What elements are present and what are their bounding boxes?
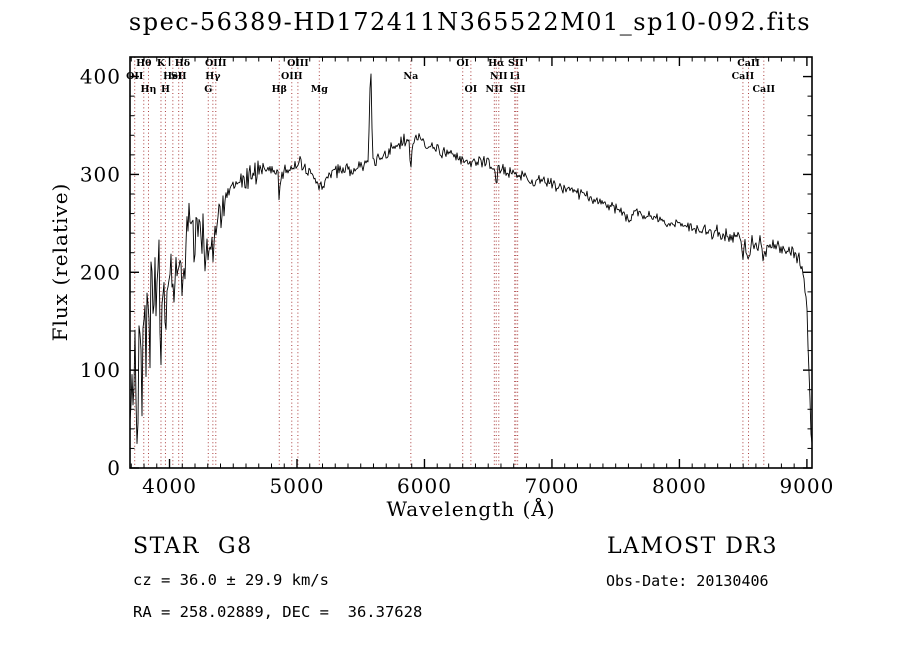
- spectrum-trace: [129, 73, 813, 444]
- spectral-line-label: H: [161, 84, 170, 95]
- survey-label: LAMOST DR3: [607, 534, 778, 559]
- y-tick-label: 300: [80, 162, 121, 186]
- x-tick-label: 5000: [270, 474, 325, 498]
- x-tick-label: 6000: [397, 474, 452, 498]
- spectral-line-label: OI: [456, 58, 469, 69]
- x-tick-label: 8000: [652, 474, 707, 498]
- spectral-line-label: CaII: [753, 84, 776, 95]
- spectral-line-label: Hγ: [205, 71, 221, 82]
- spectral-line-label: CaII: [737, 58, 760, 69]
- x-tick-label: 7000: [524, 474, 579, 498]
- spectral-line-label: SII: [510, 84, 526, 95]
- spectral-line-label: Hβ: [272, 84, 287, 95]
- spectral-line-label: Mg: [311, 84, 329, 95]
- object-class-label: STAR: [133, 534, 200, 559]
- spectral-line-label: SII: [171, 71, 187, 82]
- plot-frame: [129, 56, 813, 469]
- spectral-line-label: Hα: [488, 58, 505, 69]
- y-tick-label: 100: [80, 358, 121, 382]
- y-axis-label: Flux (relative): [48, 182, 72, 342]
- spectral-line-label: NII: [490, 71, 508, 82]
- ra-dec-value: RA = 258.02889, DEC = 36.37628: [133, 603, 423, 621]
- x-axis-label: Wavelength (Å): [386, 497, 556, 521]
- obs-date-value: Obs-Date: 20130406: [606, 572, 769, 590]
- spectral-line-label: HeI: [163, 71, 183, 82]
- spectral-line-label: Hθ: [136, 58, 151, 69]
- y-tick-label: 0: [107, 456, 121, 480]
- spectral-line-label: K: [157, 58, 166, 69]
- spectral-line-label: Li: [510, 71, 521, 82]
- spectral-line-label: Hδ: [175, 58, 190, 69]
- spectral-line-label: OIII: [287, 58, 309, 69]
- spectral-line-label: OIII: [281, 71, 303, 82]
- plot-title: spec-56389-HD172411N365522M01_sp10-092.f…: [128, 8, 812, 36]
- spectral-line-label: G: [204, 84, 212, 95]
- spectral-line-label: CaII: [732, 71, 755, 82]
- cz-value: cz = 36.0 ± 29.9 km/s: [133, 571, 329, 589]
- object-subclass-label: G8: [218, 534, 253, 559]
- x-tick-label: 4000: [142, 474, 197, 498]
- spectral-line-label: OIII: [205, 58, 227, 69]
- spectral-line-label: SII: [508, 58, 524, 69]
- y-tick-label: 400: [80, 65, 121, 89]
- x-tick-label: 9000: [779, 474, 834, 498]
- spectral-line-label: Hη: [141, 84, 157, 95]
- spectral-line-label: Na: [403, 71, 418, 82]
- spectral-line-label: NII: [486, 84, 504, 95]
- spectral-line-label: OI: [465, 84, 478, 95]
- y-tick-label: 200: [80, 260, 121, 284]
